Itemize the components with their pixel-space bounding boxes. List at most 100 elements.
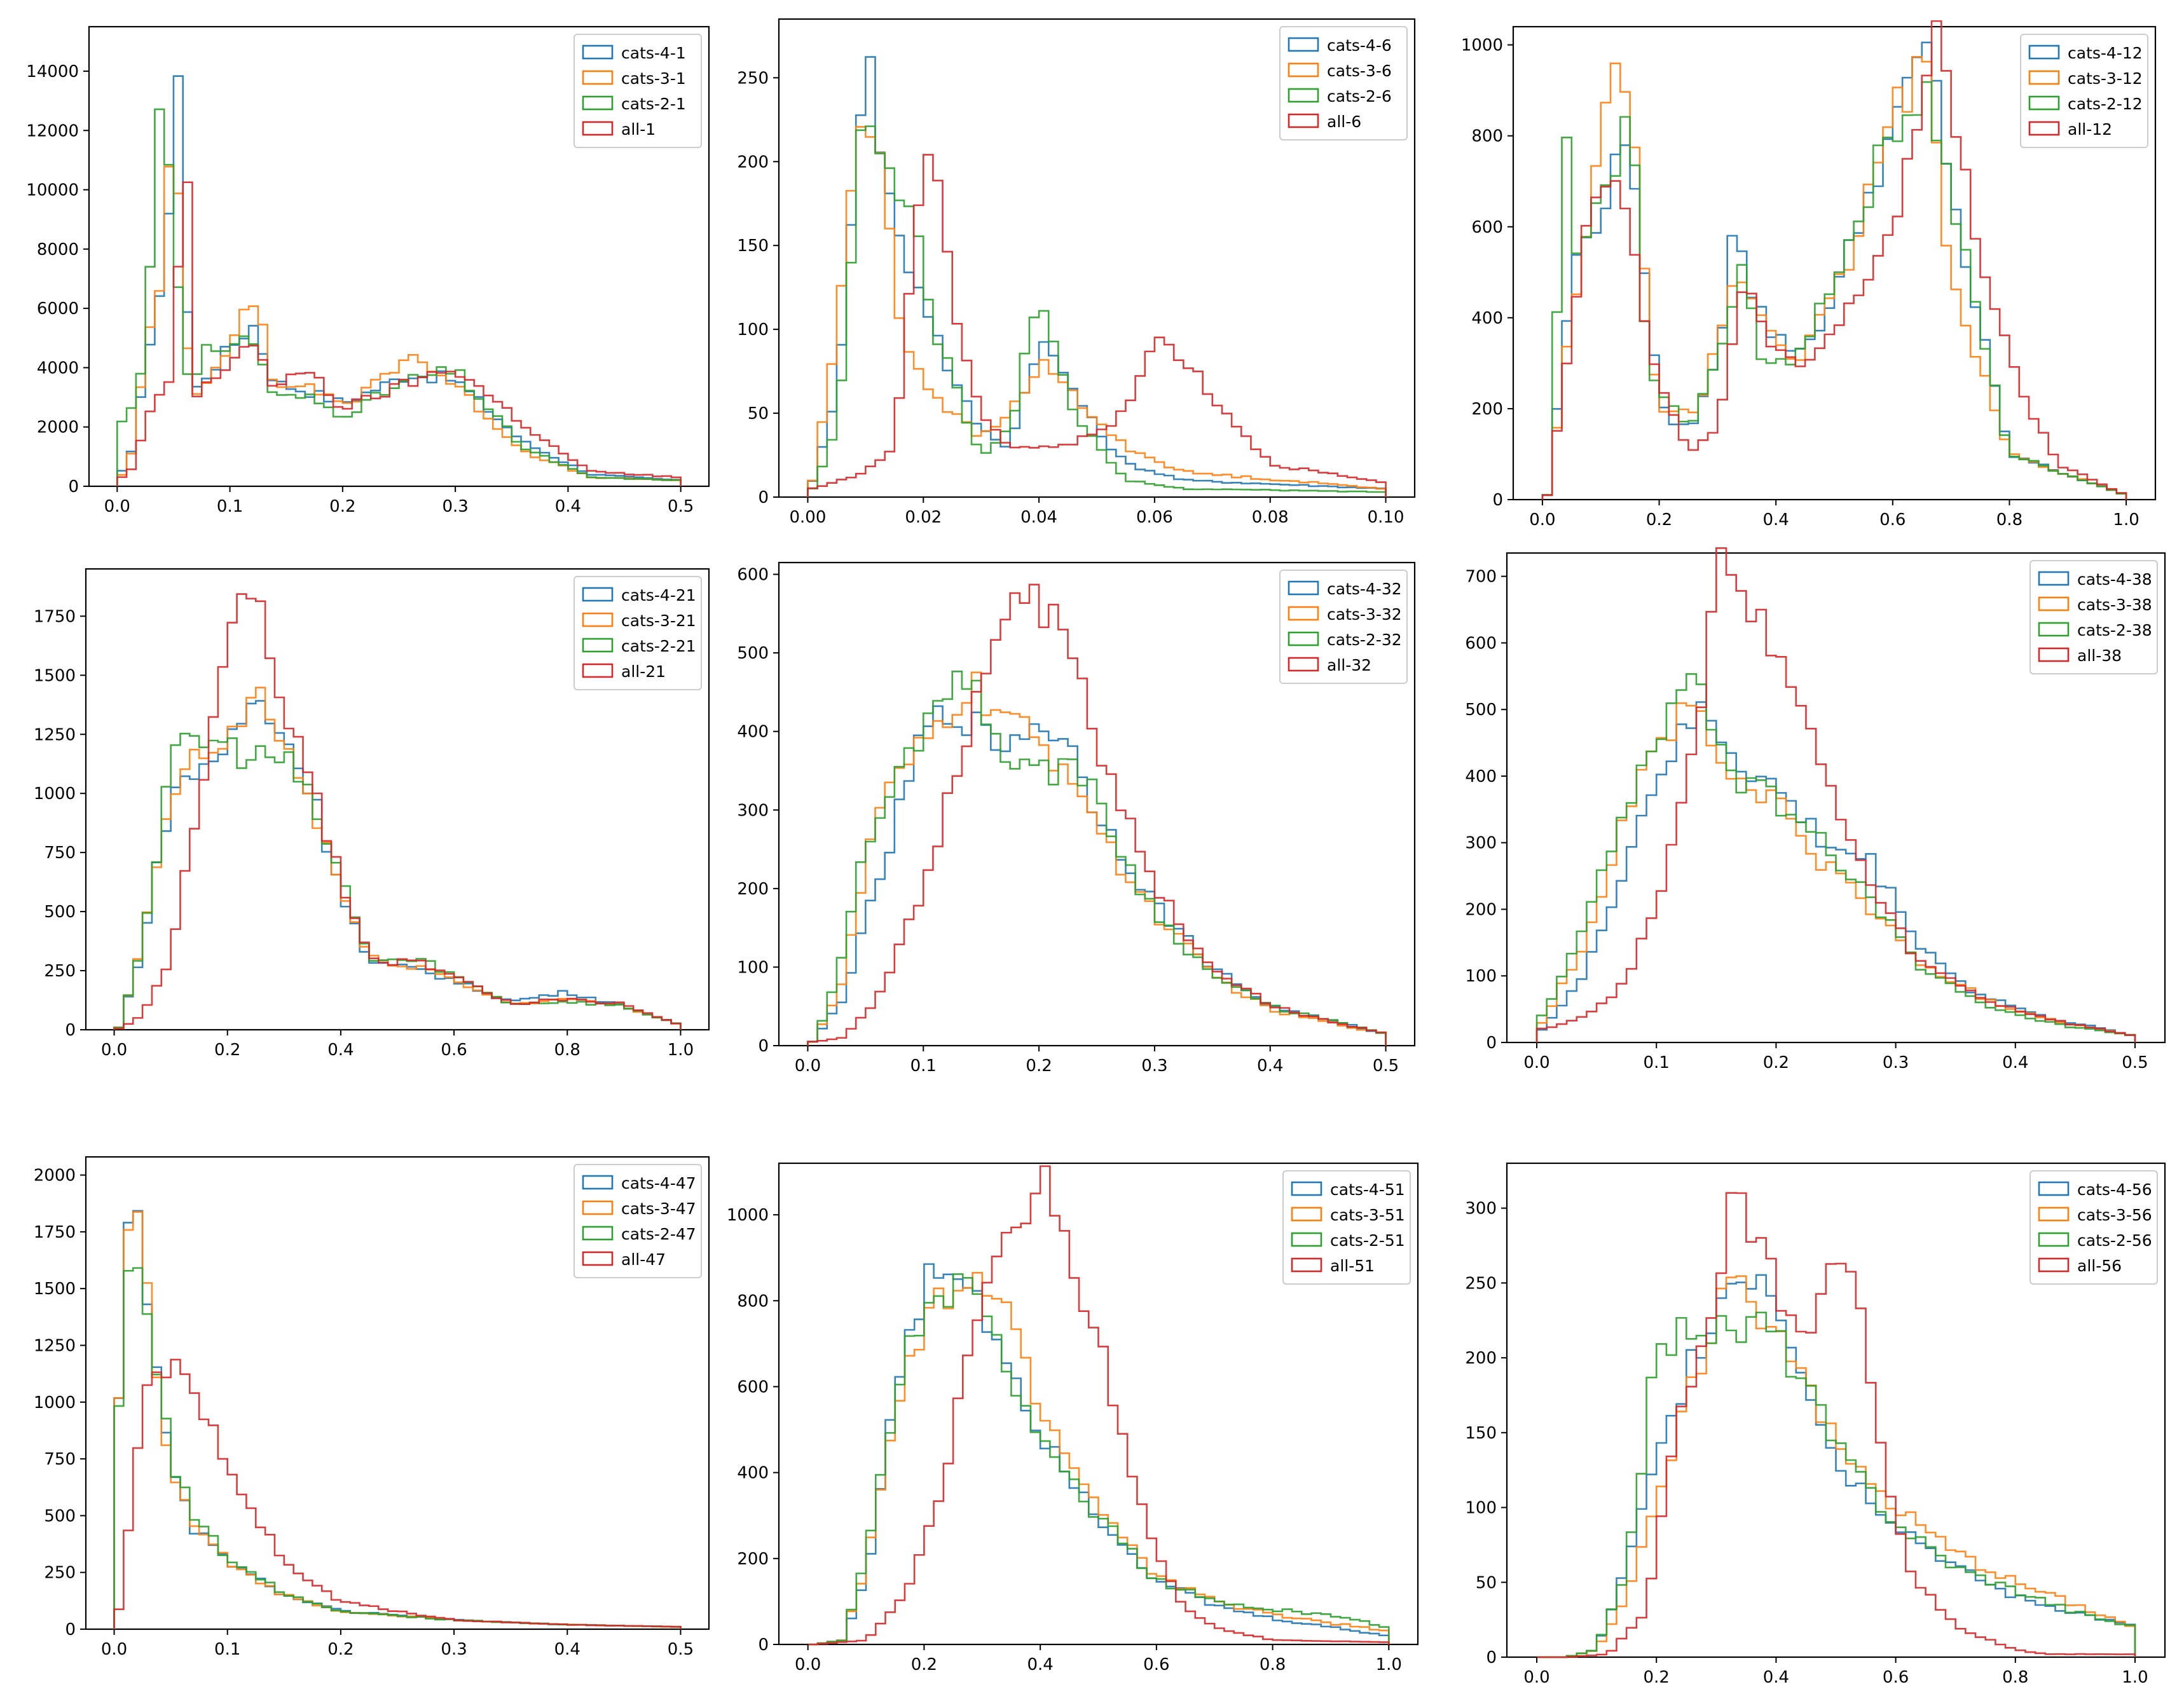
legend-swatch [2028,44,2060,60]
legend: cats-4-21 cats-3-21 cats-2-21 all-21 [573,576,702,690]
y-tick-label: 1500 [34,1280,76,1299]
y-tick-label: 300 [1465,834,1497,853]
x-tick-label: 0.0 [795,1056,821,1076]
legend-entry-label: cats-2-6 [1327,87,1392,106]
legend-entry-label: cats-4-32 [1327,580,1402,598]
legend-entry-label: cats-4-6 [1327,36,1392,55]
y-tick-label: 400 [1465,767,1497,786]
y-tick-label: 50 [1476,1573,1497,1592]
histogram-panel-3: 0.0 0.2 0.4 0.6 0.8 1.0 0 200 400 600 800 1000 cats-… [1461,20,2157,529]
axes-frame [1512,25,2157,501]
y-tick-label: 12000 [26,121,79,140]
y-tick-label: 250 [44,962,76,981]
y-tick-label: 100 [737,320,769,339]
x-tick-label: 0.3 [442,497,468,516]
legend-swatch [2038,647,2070,662]
y-tick-label: 800 [1471,127,1503,146]
legend-entry-label: cats-2-32 [1327,631,1402,649]
series-line-cats-2-38 [1535,673,2136,1042]
legend-swatch [1288,37,1319,52]
legend-swatch [1291,1232,1322,1247]
histogram-panel-8: 0.0 0.2 0.4 0.6 0.8 1.0 0 200 400 600 800 1000 cats-… [727,1162,1419,1674]
y-tick-label: 250 [1465,1274,1497,1293]
y-tick-label: 1250 [34,725,76,744]
y-tick-label: 1500 [34,666,76,685]
legend-swatch [2038,1181,2070,1196]
legend-entry-label: cats-3-21 [621,611,696,630]
legend-swatch [582,95,614,111]
y-tick-label: 0 [758,1037,769,1056]
legend-entry-label: all-38 [2077,646,2122,665]
y-tick-label: 2000 [37,418,79,437]
legend: cats-4-56 cats-3-56 cats-2-56 all-56 [2029,1170,2158,1285]
legend-entry-label: all-56 [2077,1257,2122,1275]
x-tick-label: 0.8 [1996,510,2023,529]
y-tick-label: 500 [44,903,76,922]
y-tick-label: 750 [44,844,76,863]
legend-entry-label: cats-3-1 [621,69,686,88]
y-tick-label: 200 [1471,400,1503,419]
legend-swatch [582,1175,614,1190]
x-tick-label: 0.0 [104,497,130,516]
y-tick-label: 0 [65,1021,76,1040]
histogram-panel-6: 0.0 0.1 0.2 0.3 0.4 0.5 0 100 200 300 400 500 600 700… [1465,547,2166,1072]
x-tick-label: 1.0 [2122,1668,2148,1687]
x-tick-label: 0.6 [1883,1668,1909,1687]
y-tick-label: 250 [44,1564,76,1583]
series-line-all-1 [116,181,682,486]
y-tick-label: 200 [737,880,769,899]
x-tick-label: 0.6 [441,1041,467,1060]
y-tick-label: 800 [737,1292,769,1311]
y-tick-label: 600 [737,566,769,585]
series-line-cats-2-56 [1537,1311,2136,1658]
series-line-cats-2-1 [116,108,682,486]
y-tick-label: 600 [737,1377,769,1397]
y-tick-label: 300 [737,801,769,820]
legend-swatch [1288,631,1319,646]
axes-frame [778,18,1416,498]
legend-swatch [1288,113,1319,128]
series-line-all-56 [1537,1192,2136,1658]
x-tick-label: 0.0 [1523,1668,1549,1687]
x-tick-label: 0.4 [1027,1655,1053,1674]
series-line-cats-2-6 [807,125,1387,497]
x-tick-label: 0.5 [1373,1056,1399,1076]
x-tick-label: 0.0 [1523,1053,1549,1072]
histogram-panel-1: 0.0 0.1 0.2 0.3 0.4 0.5 0 2000 4000 6000 8000 10000… [26,25,710,516]
y-tick-label: 1750 [34,1223,76,1242]
series-line-all-21 [113,593,682,1030]
series-line-all-38 [1535,547,2136,1042]
x-tick-label: 0.4 [1763,1668,1789,1687]
x-tick-label: 0.04 [1020,508,1057,527]
y-tick-label: 1000 [34,784,76,803]
y-tick-label: 6000 [37,299,79,318]
legend-swatch [2038,1206,2070,1222]
legend-swatch [1288,657,1319,672]
legend-swatch [1288,88,1319,103]
axes-frame [88,25,710,488]
legend-entry-label: cats-4-56 [2077,1180,2152,1199]
x-tick-label: 1.0 [668,1041,694,1060]
x-tick-label: 0.02 [905,508,942,527]
legend-swatch [1288,62,1319,78]
legend: cats-4-1 cats-3-1 cats-2-1 all-1 [573,34,702,148]
histogram-panel-2: 0.00 0.02 0.04 0.06 0.08 0.10 0 50 100 150 200 250 c… [737,18,1416,527]
y-tick-label: 150 [1465,1424,1497,1443]
legend-entry-label: cats-2-56 [2077,1231,2152,1250]
legend: cats-4-38 cats-3-38 cats-2-38 all-38 [2029,560,2158,674]
legend-swatch [1291,1206,1322,1222]
y-tick-label: 4000 [37,359,79,378]
x-tick-label: 0.2 [1763,1053,1789,1072]
y-tick-label: 8000 [37,240,79,259]
legend-entry-label: cats-4-51 [1330,1180,1405,1199]
legend-entry-label: cats-3-32 [1327,605,1402,624]
x-tick-label: 0.8 [554,1041,580,1060]
y-tick-label: 10000 [26,181,79,200]
axes-frame [85,568,710,1031]
legend-entry-label: cats-3-6 [1327,62,1392,80]
x-tick-label: 0.10 [1368,508,1404,527]
axes-frame [778,1162,1419,1646]
x-tick-label: 0.6 [1143,1655,1169,1674]
series-line-all-6 [807,154,1387,497]
legend-swatch [582,1251,614,1266]
